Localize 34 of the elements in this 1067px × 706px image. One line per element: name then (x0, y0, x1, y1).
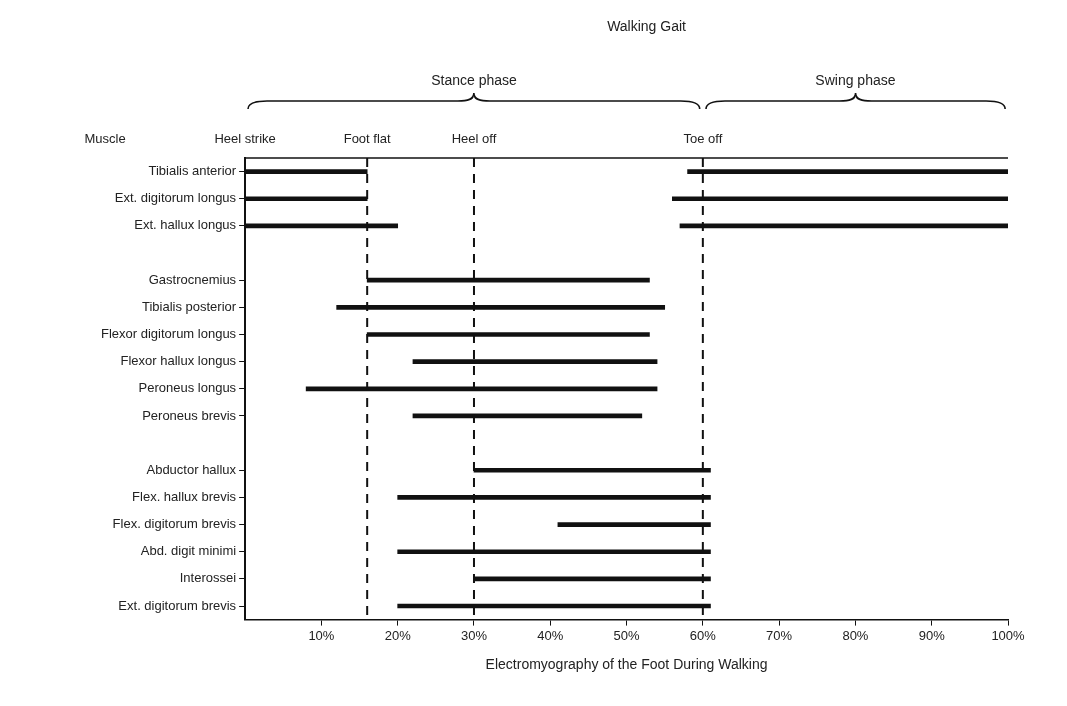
ref-line-label: Toe off (683, 131, 723, 147)
y-tick-label: Tibialis posterior (141, 298, 237, 314)
x-tick-label: 100% (991, 627, 1026, 643)
x-tick-label: 60% (689, 627, 717, 643)
y-tick-label: Tibialis anterior (148, 163, 237, 179)
y-tick-label: Abd. digit minimi (140, 543, 237, 559)
x-tick-label: 40% (537, 627, 564, 643)
y-tick-label: Peroneus brevis (142, 407, 237, 423)
y-tick-label: Flex. hallux brevis (132, 488, 237, 504)
y-tick-label: Ext. hallux longus (134, 217, 237, 233)
y-tick-label: Abductor hallux (146, 461, 237, 477)
x-tick-label: 50% (613, 627, 640, 643)
x-tick-label: 30% (460, 627, 488, 643)
y-tick-label: Peroneus longus (138, 380, 237, 396)
text: Heel strike (214, 131, 276, 147)
y-tick-label: Ext. digitorum longus (114, 190, 237, 206)
x-axis-title: Electromyography of the Foot During Walking (485, 656, 768, 673)
y-tick-label: Ext. digitorum brevis (118, 597, 237, 613)
x-tick-label: 10% (308, 627, 335, 643)
y-tick-label: Interossei (179, 570, 237, 586)
x-tick-label: 90% (918, 627, 946, 643)
text: Swing phase (815, 71, 896, 88)
y-axis-title: Muscle (84, 131, 126, 147)
ref-line-label: Heel off (451, 131, 497, 147)
y-tick-label: Flex. digitorum brevis (112, 516, 237, 532)
y-tick-label: Gastrocnemius (148, 271, 237, 287)
x-tick-label: 20% (384, 627, 412, 643)
text: Stance phase (431, 71, 517, 88)
x-tick-label: 70% (766, 627, 793, 643)
x-tick-label: 80% (842, 627, 869, 643)
chart-title: Walking Gait (607, 17, 687, 34)
ref-line-label: Foot flat (343, 131, 392, 147)
y-tick-label: Flexor hallux longus (120, 353, 237, 369)
y-tick-label: Flexor digitorum longus (100, 326, 237, 342)
